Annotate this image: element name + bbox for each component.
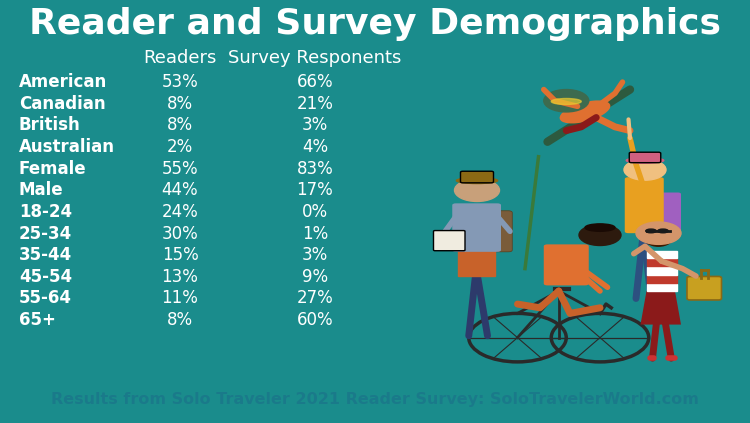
Text: 45-54: 45-54 [19,268,72,286]
Text: 65+: 65+ [19,311,55,329]
Ellipse shape [560,100,610,124]
Text: Results from Solo Traveler 2021 Reader Survey: SoloTravelerWorld.com: Results from Solo Traveler 2021 Reader S… [51,392,699,407]
Text: 13%: 13% [161,268,199,286]
Text: 18-24: 18-24 [19,203,72,221]
Text: Canadian: Canadian [19,95,105,113]
Text: 21%: 21% [296,95,334,113]
Text: 3%: 3% [302,246,328,264]
Circle shape [624,159,666,180]
Bar [646,283,676,291]
Text: 44%: 44% [162,181,198,199]
FancyBboxPatch shape [625,177,664,233]
Ellipse shape [585,224,615,231]
Text: 53%: 53% [162,73,198,91]
Text: 9%: 9% [302,268,328,286]
Ellipse shape [551,99,581,104]
Ellipse shape [456,178,498,184]
Ellipse shape [626,158,664,163]
Polygon shape [640,291,681,324]
Text: 60%: 60% [297,311,333,329]
FancyBboxPatch shape [687,277,722,300]
Circle shape [636,222,681,244]
Text: 15%: 15% [162,246,198,264]
Bar [458,250,495,276]
Bar [646,267,676,275]
Text: 24%: 24% [162,203,198,221]
Ellipse shape [643,224,674,246]
FancyBboxPatch shape [629,152,661,163]
Bar [646,251,676,258]
Circle shape [579,225,621,245]
Text: 27%: 27% [296,289,333,308]
Text: British: British [19,116,80,135]
Ellipse shape [646,229,656,233]
FancyBboxPatch shape [433,231,465,251]
FancyBboxPatch shape [460,171,494,183]
Text: 4%: 4% [302,138,328,156]
Text: 66%: 66% [297,73,333,91]
FancyBboxPatch shape [654,192,681,233]
Text: American: American [19,73,107,91]
Text: 83%: 83% [296,159,333,178]
Text: 55-64: 55-64 [19,289,72,308]
Text: 8%: 8% [167,95,193,113]
Text: 17%: 17% [296,181,333,199]
FancyBboxPatch shape [452,203,501,252]
Bar [646,275,676,283]
Text: 8%: 8% [167,116,193,135]
Text: Survey Responents: Survey Responents [228,49,402,67]
Text: 1%: 1% [302,225,328,242]
Text: Readers: Readers [143,49,217,67]
Ellipse shape [658,229,668,233]
Text: 11%: 11% [161,289,199,308]
Text: Female: Female [19,159,86,178]
Text: 55%: 55% [162,159,198,178]
FancyBboxPatch shape [482,211,512,252]
Text: 30%: 30% [162,225,198,242]
Text: 3%: 3% [302,116,328,135]
Text: Reader and Survey Demographics: Reader and Survey Demographics [29,7,721,41]
Circle shape [544,90,589,112]
Text: 8%: 8% [167,311,193,329]
Ellipse shape [581,102,607,114]
Text: Australian: Australian [19,138,115,156]
Bar [646,259,676,266]
Circle shape [454,179,500,201]
Text: 0%: 0% [302,203,328,221]
Text: Male: Male [19,181,63,199]
Text: 25-34: 25-34 [19,225,72,242]
Text: 2%: 2% [166,138,194,156]
FancyBboxPatch shape [544,244,589,286]
Text: 35-44: 35-44 [19,246,72,264]
